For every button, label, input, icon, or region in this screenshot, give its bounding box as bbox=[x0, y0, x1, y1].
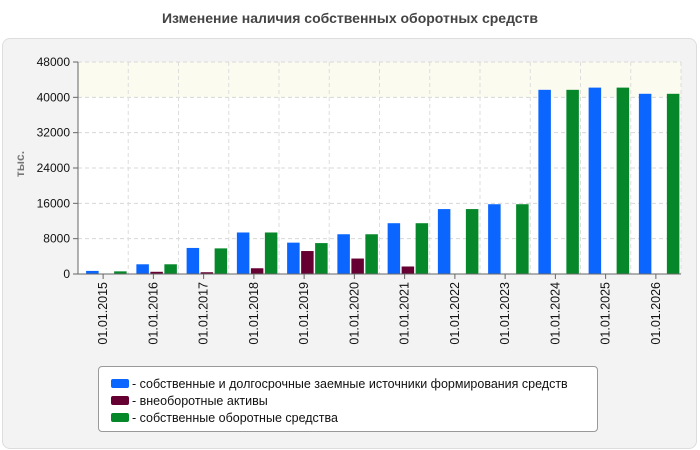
bar-1-01.01.2023 bbox=[488, 204, 501, 274]
bar-1-01.01.2021 bbox=[387, 223, 401, 274]
x-tick-label: 01.01.2024 bbox=[548, 282, 562, 345]
legend-swatch bbox=[111, 396, 129, 405]
legend-item-1: - собственные и долгосрочные заемные ист… bbox=[111, 375, 597, 392]
bar-2-01.01.2019 bbox=[301, 251, 314, 274]
bar-3-01.01.2018 bbox=[264, 232, 278, 274]
x-tick-label: 01.01.2015 bbox=[96, 282, 110, 345]
x-tick-label: 01.01.2019 bbox=[297, 282, 311, 345]
legend-item-2: - внеоборотные активы bbox=[111, 392, 597, 409]
bar-1-01.01.2026 bbox=[638, 93, 652, 274]
x-tick-label: 01.01.2023 bbox=[498, 282, 512, 345]
y-tick-label: 16000 bbox=[37, 196, 71, 210]
bar-3-01.01.2017 bbox=[214, 248, 228, 274]
bar-1-01.01.2025 bbox=[588, 87, 602, 274]
legend-label: - внеоборотные активы bbox=[132, 393, 268, 408]
bar-2-01.01.2016 bbox=[150, 271, 163, 274]
y-tick-label: 24000 bbox=[37, 161, 71, 175]
chart-title: Изменение наличия собственных оборотных … bbox=[161, 10, 539, 26]
bar-3-01.01.2026 bbox=[666, 93, 680, 274]
bar-1-01.01.2017 bbox=[186, 247, 200, 274]
y-tick-label: 40000 bbox=[37, 90, 71, 104]
chart-legend: - собственные и долгосрочные заемные ист… bbox=[98, 366, 598, 432]
x-tick-label: 01.01.2022 bbox=[448, 282, 462, 345]
bar-2-01.01.2017 bbox=[200, 272, 214, 274]
x-tick-label: 01.01.2016 bbox=[146, 282, 160, 345]
y-axis-label: тыс. bbox=[13, 151, 27, 177]
x-tick-label: 01.01.2017 bbox=[197, 282, 211, 345]
bar-3-01.01.2021 bbox=[415, 223, 429, 274]
bar-3-01.01.2023 bbox=[516, 204, 529, 274]
bar-1-01.01.2016 bbox=[136, 264, 149, 274]
bar-3-01.01.2019 bbox=[315, 243, 328, 274]
bar-1-01.01.2020 bbox=[337, 234, 350, 274]
legend-swatch bbox=[111, 379, 129, 388]
bar-1-01.01.2019 bbox=[287, 242, 300, 274]
bar-3-01.01.2020 bbox=[365, 234, 378, 274]
legend-label: - собственные оборотные средства bbox=[132, 410, 338, 425]
bar-2-01.01.2018 bbox=[250, 268, 264, 274]
bar-1-01.01.2018 bbox=[236, 232, 250, 274]
bar-3-01.01.2022 bbox=[465, 209, 479, 274]
bar-1-01.01.2024 bbox=[538, 89, 551, 274]
bar-3-01.01.2025 bbox=[616, 87, 630, 274]
y-tick-label: 32000 bbox=[37, 126, 71, 140]
x-tick-label: 01.01.2026 bbox=[649, 282, 663, 345]
x-tick-label: 01.01.2018 bbox=[247, 282, 261, 345]
x-tick-label: 01.01.2021 bbox=[398, 282, 412, 345]
bar-3-01.01.2015 bbox=[114, 271, 127, 274]
y-tick-label: 8000 bbox=[43, 232, 70, 246]
x-tick-label: 01.01.2025 bbox=[599, 282, 613, 345]
y-tick-label: 0 bbox=[63, 267, 70, 281]
bar-3-01.01.2016 bbox=[164, 264, 177, 274]
legend-item-3: - собственные оборотные средства bbox=[111, 409, 597, 426]
bar-3-01.01.2024 bbox=[566, 89, 579, 274]
bar-2-01.01.2020 bbox=[351, 258, 364, 274]
bar-1-01.01.2022 bbox=[437, 209, 451, 274]
x-tick-label: 01.01.2020 bbox=[347, 282, 361, 345]
legend-swatch bbox=[111, 413, 129, 422]
y-tick-label: 48000 bbox=[37, 55, 71, 69]
bar-2-01.01.2021 bbox=[401, 266, 415, 274]
bar-1-01.01.2015 bbox=[86, 270, 99, 274]
legend-label: - собственные и долгосрочные заемные ист… bbox=[132, 376, 568, 391]
